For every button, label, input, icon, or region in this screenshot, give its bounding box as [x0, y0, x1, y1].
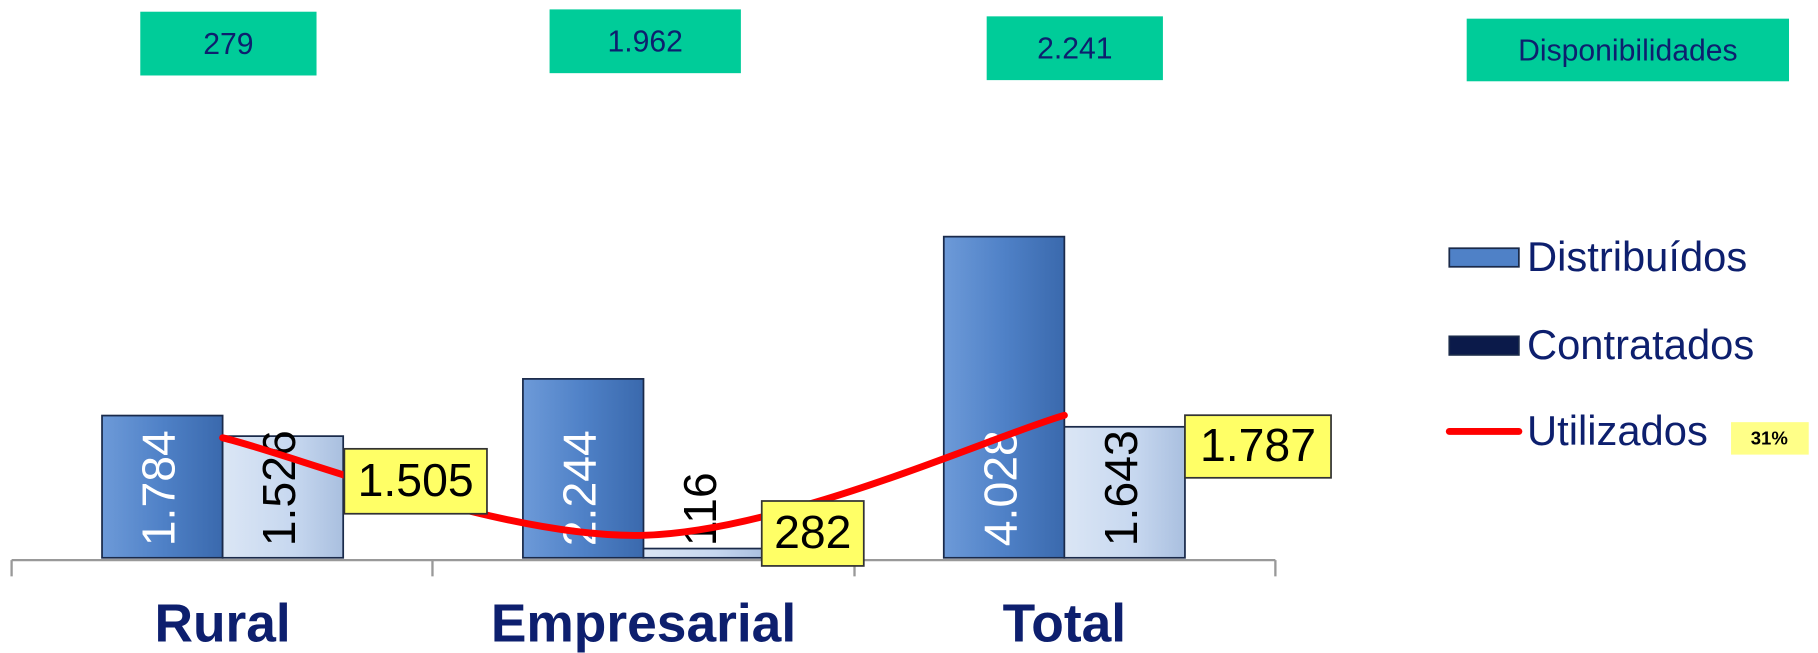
availability-label: 2.241	[1037, 33, 1112, 66]
bar	[1063, 425, 1186, 559]
x-tick-label: Rural	[154, 594, 290, 653]
line-label-box	[1184, 414, 1332, 479]
line	[219, 411, 1068, 539]
line-value-label: 1.505	[358, 454, 474, 506]
availability-title-box	[1466, 18, 1790, 82]
bar-value-label: 1.643	[1095, 430, 1147, 546]
bar	[101, 414, 224, 559]
legend-label: Distribuídos	[1527, 233, 1747, 280]
line-label-box	[760, 500, 865, 567]
availability-title: Disponibilidades	[1518, 34, 1737, 67]
availability-label: 1.962	[608, 26, 683, 59]
bar-value-label: 1.784	[133, 430, 185, 546]
availability-box	[549, 9, 741, 74]
legend-annotation-box	[1731, 422, 1809, 455]
legend-swatch	[1448, 335, 1520, 356]
bar	[942, 235, 1066, 559]
x-tick-label: Total	[1003, 594, 1126, 653]
bar	[522, 378, 645, 559]
line-label-box	[343, 447, 488, 515]
legend-annotation: 31%	[1751, 427, 1788, 448]
line-value-label: 1.787	[1200, 419, 1316, 471]
bar-value-label: 4.028	[974, 430, 1026, 546]
legend-label: Utilizados	[1527, 407, 1708, 454]
line-value-label: 282	[774, 506, 851, 558]
availability-label: 279	[203, 28, 253, 61]
bar	[642, 547, 765, 559]
x-tick-label: Empresarial	[491, 594, 796, 653]
legend-swatch	[1448, 247, 1520, 268]
availability-box	[986, 16, 1163, 81]
legend-label: Contratados	[1527, 321, 1754, 368]
availability-box	[140, 11, 317, 76]
